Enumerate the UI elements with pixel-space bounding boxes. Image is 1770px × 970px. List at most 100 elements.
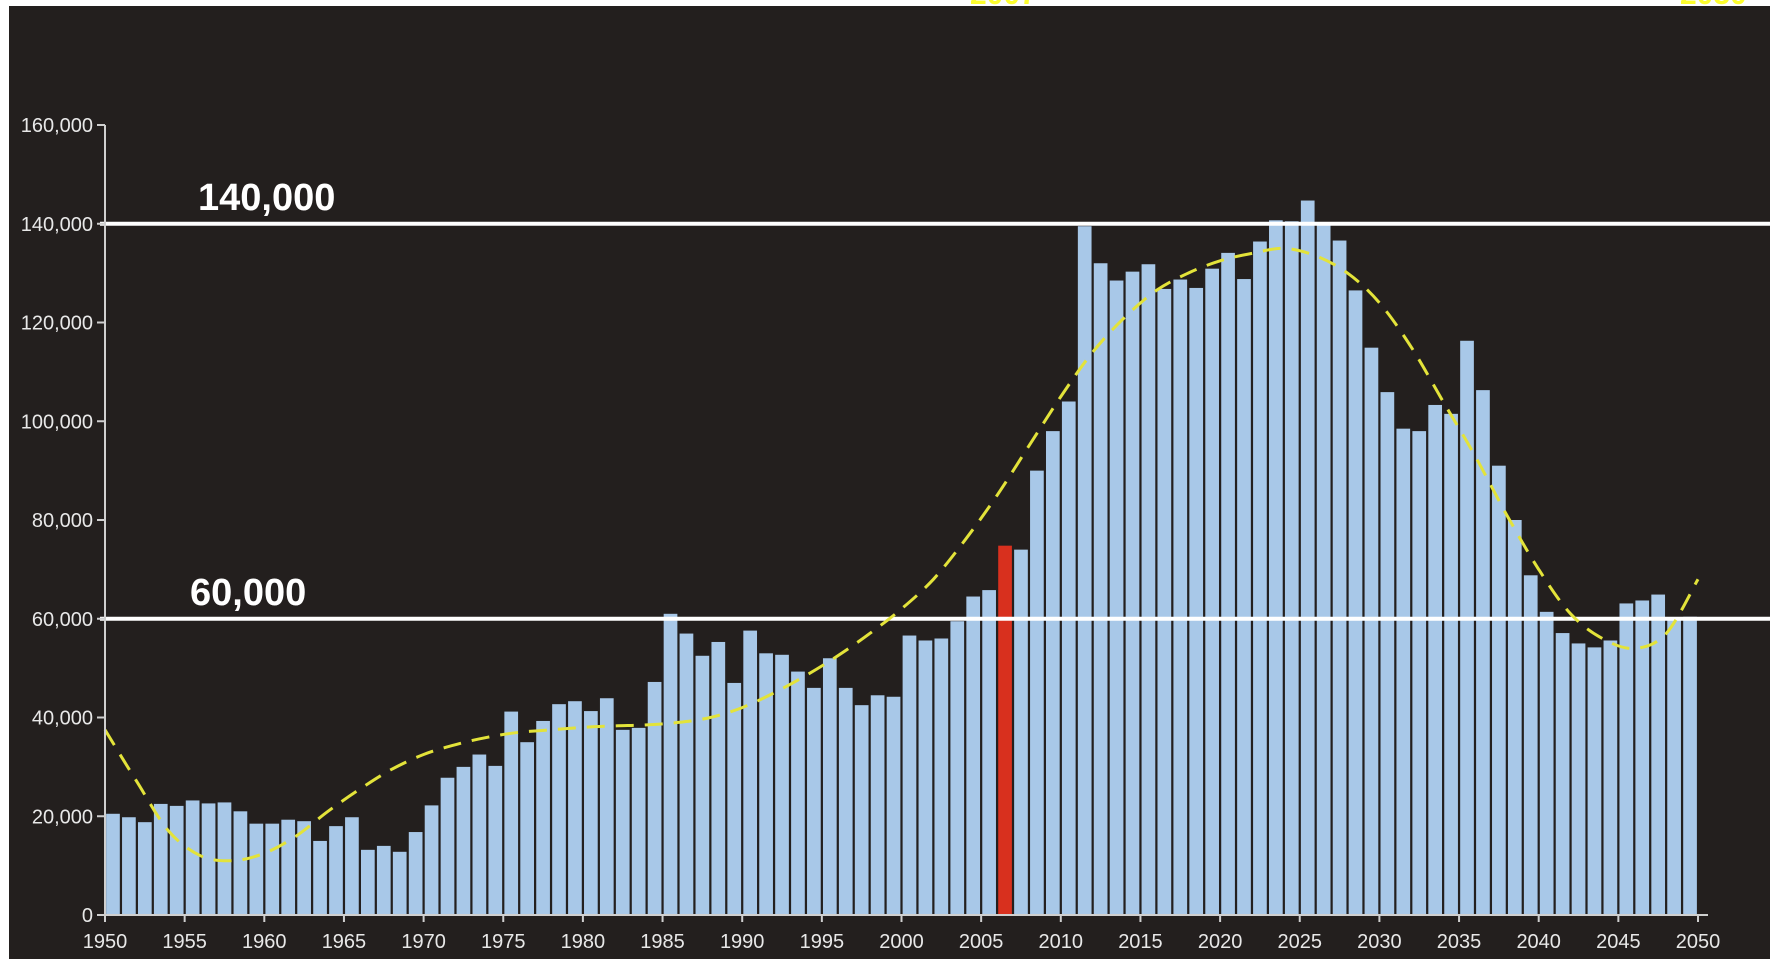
bar-1965 (345, 817, 359, 915)
x-tick-label-2040: 2040 (1516, 931, 1561, 953)
bar-1990 (743, 630, 758, 915)
bar-2032 (1412, 431, 1427, 915)
bar-1970 (424, 805, 439, 915)
bar-2047 (1651, 594, 1666, 915)
bar-1979 (568, 701, 582, 915)
bar-1951 (122, 817, 136, 915)
y-tick-label-0: 0 (82, 905, 93, 927)
bar-2023 (1269, 220, 1283, 916)
bar-1960 (265, 823, 280, 915)
bar-1969 (408, 832, 423, 915)
x-tick-label-2010: 2010 (1039, 931, 1084, 953)
bar-1998 (870, 695, 885, 915)
x-tick-label-2030: 2030 (1357, 931, 1402, 953)
bar-1957 (217, 802, 232, 915)
bar-2045 (1619, 603, 1634, 915)
bar-2009 (1045, 431, 1060, 915)
bar-1995 (822, 658, 837, 915)
bar-2040 (1539, 611, 1554, 915)
y-tick-label-4: 80,000 (32, 510, 93, 532)
bar-2046 (1635, 600, 1650, 915)
bar-2031 (1396, 428, 1411, 915)
bar-1982 (615, 729, 630, 915)
bar-2020 (1221, 252, 1235, 915)
bar-1997 (854, 705, 869, 915)
x-tick-label-2025: 2025 (1278, 931, 1323, 953)
bar-2043 (1587, 647, 1602, 915)
bar-1968 (392, 851, 407, 915)
bar-1956 (201, 803, 216, 915)
bar-2014 (1125, 271, 1140, 915)
bar-2042 (1571, 643, 1586, 915)
bar-2013 (1109, 280, 1124, 915)
bar-2018 (1189, 287, 1204, 915)
bar-2011 (1077, 226, 1092, 916)
bar-2010 (1061, 401, 1076, 915)
y-tick-label-5: 100,000 (21, 411, 93, 433)
bar-2015 (1141, 264, 1156, 915)
y-tick-label-7: 140,000 (21, 214, 93, 236)
bar-1959 (249, 823, 264, 915)
reference-line-label-140000: 140,000 (198, 177, 335, 219)
bar-2021 (1237, 279, 1251, 915)
reference-lines-group: 140,000 60,000 (100, 177, 1770, 621)
bar-1983 (631, 727, 646, 915)
labels-group: 2007 2050 (970, 0, 1747, 11)
bar-2038 (1507, 520, 1522, 915)
bar-1954 (169, 805, 184, 915)
bar-2035 (1460, 340, 1474, 915)
bar-1987 (695, 655, 710, 915)
bar-2016 (1157, 288, 1172, 915)
bars-group (106, 200, 1697, 916)
x-tick-label-1975: 1975 (481, 931, 526, 953)
x-tick-label-1965: 1965 (322, 931, 367, 953)
bar-1999 (886, 696, 901, 915)
x-tick-label-1980: 1980 (561, 931, 606, 953)
bar-1974 (488, 765, 503, 915)
x-tick-label-1950: 1950 (83, 931, 128, 953)
bar-2026 (1316, 224, 1331, 916)
bar-2030 (1380, 392, 1395, 915)
corner-label-0: 2007 (970, 0, 1037, 11)
bar-1980 (584, 711, 598, 915)
x-tick-label-1970: 1970 (401, 931, 446, 953)
bar-1991 (759, 653, 773, 915)
x-tick-label-2020: 2020 (1198, 931, 1243, 953)
bar-2028 (1348, 290, 1363, 915)
bar-1988 (711, 641, 726, 915)
bar-1962 (297, 821, 311, 915)
bar-2037 (1492, 465, 1506, 915)
bar-1973 (472, 754, 487, 915)
reference-line-label-60000: 60,000 (190, 572, 306, 614)
y-tick-label-8: 160,000 (21, 115, 93, 137)
bar-1985 (663, 613, 678, 915)
y-tick-label-2: 40,000 (32, 708, 93, 730)
x-tick-label-2005: 2005 (959, 931, 1004, 953)
y-tick-label-6: 120,000 (21, 313, 93, 335)
bar-1961 (281, 819, 296, 915)
x-tick-label-1960: 1960 (242, 931, 287, 953)
x-tick-label-2050: 2050 (1676, 931, 1721, 953)
bar-1967 (376, 845, 391, 916)
highlight-bar-2006 (998, 545, 1012, 915)
bar-1972 (456, 766, 471, 916)
bar-2044 (1603, 640, 1618, 915)
bar-1955 (185, 800, 200, 915)
bar-2048 (1667, 620, 1681, 915)
bar-1971 (440, 777, 455, 915)
bar-1976 (520, 742, 534, 915)
x-tick-label-2015: 2015 (1118, 931, 1163, 953)
bar-1993 (791, 671, 805, 915)
y-tick-label-3: 60,000 (32, 609, 93, 631)
bar-2005 (982, 590, 996, 915)
x-tick-label-1990: 1990 (720, 931, 765, 953)
bar-2019 (1205, 268, 1219, 915)
bar-1950 (106, 813, 120, 915)
bar-2025 (1300, 200, 1315, 916)
bar-2004 (966, 596, 981, 915)
bar-2033 (1428, 404, 1443, 915)
bar-2034 (1444, 413, 1458, 915)
bar-2024 (1284, 221, 1299, 915)
x-tick-label-2000: 2000 (879, 931, 924, 953)
